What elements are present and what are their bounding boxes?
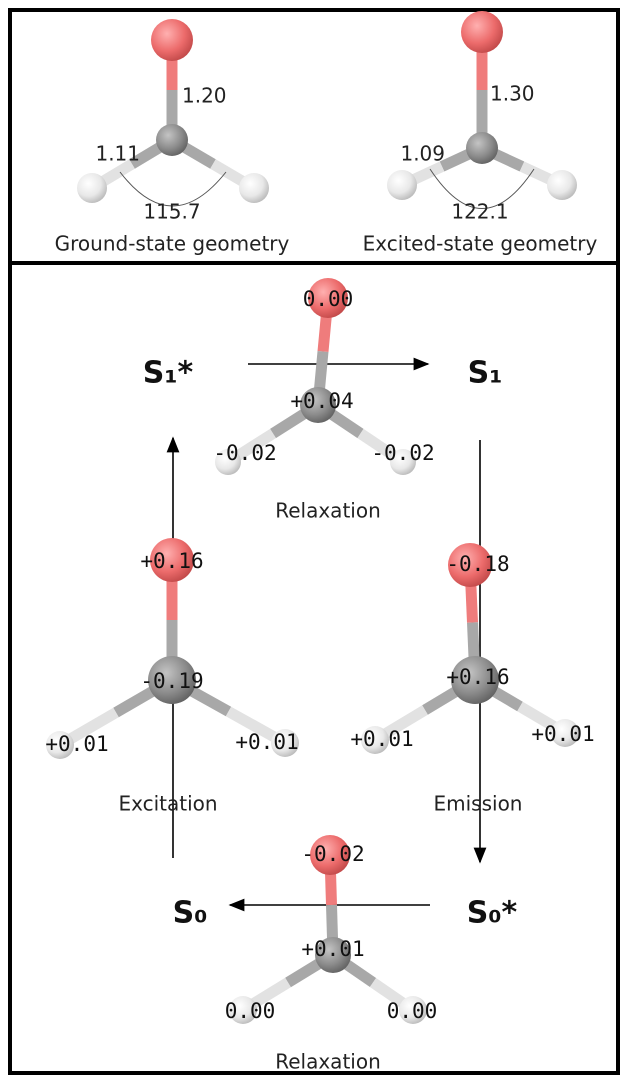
charge-h: -0.02 <box>371 441 434 465</box>
bond-length: 1.20 <box>182 84 227 108</box>
process-label: Emission <box>434 792 523 816</box>
charge-c: +0.04 <box>290 389 353 413</box>
charge-o: +0.16 <box>140 549 203 573</box>
process-label: Relaxation <box>275 1050 381 1074</box>
caption: Ground-state geometry <box>55 232 290 256</box>
process-label: Excitation <box>118 792 217 816</box>
oxygen-atom <box>461 11 503 53</box>
charge-c: +0.01 <box>301 937 364 961</box>
charge-h: +0.01 <box>235 730 298 754</box>
state-label: S₁* <box>143 356 194 391</box>
state-label: S₀ <box>173 896 208 931</box>
hydrogen-atom <box>239 173 269 203</box>
state-label: S₀* <box>467 896 518 931</box>
charge-c: +0.16 <box>446 665 509 689</box>
charge-h: +0.01 <box>45 732 108 756</box>
bond-angle: 122.1 <box>451 200 508 224</box>
charge-o: 0.00 <box>303 287 354 311</box>
charge-o: -0.18 <box>446 552 509 576</box>
page: 1.20 1.11 115.7 Ground-state geometry 1.30 1.… <box>0 0 628 1079</box>
bond-length: 1.11 <box>95 142 140 166</box>
bond-angle: 115.7 <box>143 200 200 224</box>
process-label: Relaxation <box>275 499 381 523</box>
charge-h: +0.01 <box>350 727 413 751</box>
charge-c: -0.19 <box>140 669 203 693</box>
state-label: S₁ <box>468 356 503 391</box>
charge-h: 0.00 <box>225 999 276 1023</box>
charge-h: +0.01 <box>531 722 594 746</box>
bond-length: 1.30 <box>490 82 535 106</box>
charge-o: -0.02 <box>301 842 364 866</box>
bond-length: 1.09 <box>400 142 445 166</box>
carbon-atom <box>156 124 188 156</box>
figure: 1.20 1.11 115.7 Ground-state geometry 1.30 1.… <box>0 0 628 1079</box>
charge-h: 0.00 <box>387 999 438 1023</box>
hydrogen-atom <box>547 170 577 200</box>
caption: Excited-state geometry <box>363 232 598 256</box>
charge-h: -0.02 <box>213 441 276 465</box>
carbon-atom <box>466 132 498 164</box>
hydrogen-atom <box>77 173 107 203</box>
oxygen-atom <box>151 19 193 61</box>
labels: 1.20 1.11 115.7 Ground-state geometry 1.30 1.… <box>45 82 597 1074</box>
hydrogen-atom <box>387 170 417 200</box>
